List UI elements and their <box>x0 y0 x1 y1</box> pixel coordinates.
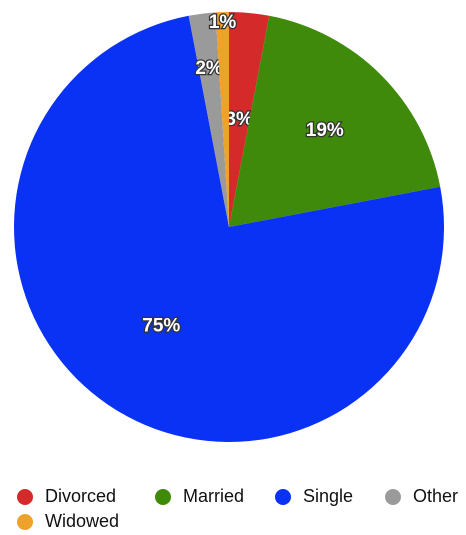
legend-label: Divorced <box>45 486 116 506</box>
legend-swatch <box>385 489 401 505</box>
slice-label: 19% <box>306 120 344 141</box>
pie-slice <box>188 12 229 227</box>
legend-swatch <box>17 489 33 505</box>
legend-swatch <box>155 489 171 505</box>
slice-label: 2% <box>195 58 223 79</box>
pie-slice <box>229 12 270 227</box>
slice-label: 75% <box>142 316 180 337</box>
legend-swatch <box>17 514 33 530</box>
legend-label: Other <box>413 486 458 506</box>
pie-slice <box>229 15 441 227</box>
pie-slice <box>14 15 445 443</box>
legend-swatch <box>275 489 291 505</box>
slice-label: 3% <box>225 109 253 130</box>
legend-label: Single <box>303 486 353 506</box>
slice-label: 1% <box>209 12 237 33</box>
legend-label: Married <box>183 486 244 506</box>
legend-label: Widowed <box>45 511 119 531</box>
pie-slice <box>215 12 229 227</box>
